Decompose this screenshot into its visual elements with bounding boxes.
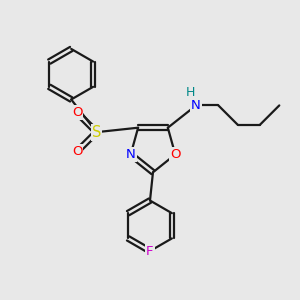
Text: N: N (191, 99, 201, 112)
Text: F: F (146, 244, 154, 258)
Text: O: O (72, 106, 83, 119)
Text: O: O (170, 148, 181, 161)
Text: H: H (186, 85, 195, 98)
Text: N: N (126, 148, 136, 161)
Text: O: O (72, 145, 83, 158)
Text: S: S (92, 125, 101, 140)
